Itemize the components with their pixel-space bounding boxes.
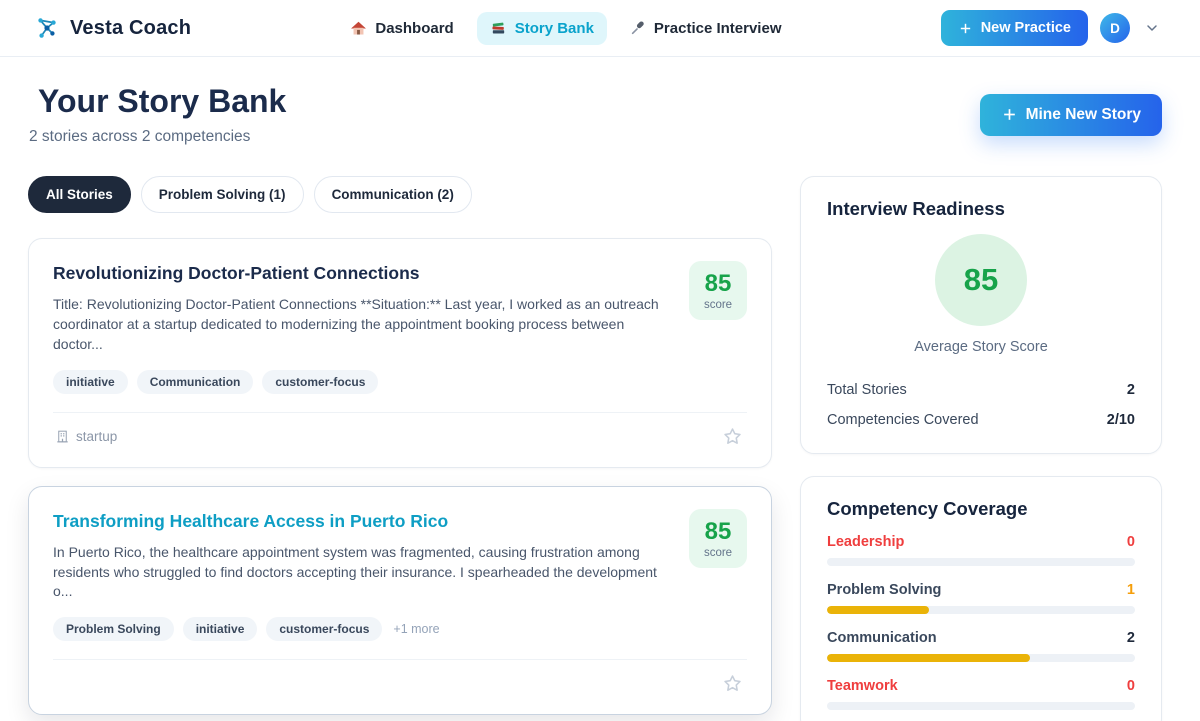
filter-communication[interactable]: Communication (2) xyxy=(313,176,472,213)
score-caption: score xyxy=(703,299,733,311)
story-tags: Problem Solving initiative customer-focu… xyxy=(53,617,671,642)
story-title[interactable]: Transforming Healthcare Access in Puerto… xyxy=(53,510,449,531)
tag: Problem Solving xyxy=(53,617,174,642)
main-nav: Dashboard Story Bank Practice Interview xyxy=(337,11,795,45)
stat-label: Total Stories xyxy=(827,382,907,398)
building-icon xyxy=(55,429,70,444)
main-content: Your Story Bank 2 stories across 2 compe… xyxy=(0,57,1200,721)
books-icon xyxy=(490,20,507,37)
coverage-label: Teamwork xyxy=(827,678,898,694)
brand-name: Vesta Coach xyxy=(70,16,192,39)
coverage-bar xyxy=(827,702,1135,710)
coverage-count: 2 xyxy=(1126,630,1135,646)
filter-problem-solving[interactable]: Problem Solving (1) xyxy=(140,176,304,213)
favorite-star-button[interactable] xyxy=(720,424,745,449)
page-header: Your Story Bank 2 stories across 2 compe… xyxy=(28,83,1162,146)
nav-item-story-bank[interactable]: Story Bank xyxy=(476,11,607,45)
tag: initiative xyxy=(53,369,128,394)
score-caption: score xyxy=(703,546,733,559)
page-subtitle: 2 stories across 2 competencies xyxy=(29,128,251,145)
tag: customer-focus xyxy=(262,369,379,394)
house-icon xyxy=(350,20,367,37)
coverage-bar xyxy=(827,654,1135,662)
stat-row: Total Stories 2 xyxy=(827,375,1135,405)
company-name: startup xyxy=(76,428,118,444)
score-value: 85 xyxy=(704,270,732,297)
new-practice-label: New Practice xyxy=(980,20,1071,36)
coverage-bar xyxy=(827,558,1135,566)
vesta-logo-icon xyxy=(34,15,60,41)
story-title[interactable]: Revolutionizing Doctor-Patient Connectio… xyxy=(53,263,420,283)
microphone-icon xyxy=(630,20,646,36)
coverage-count: 0 xyxy=(1126,678,1135,694)
readiness-title: Interview Readiness xyxy=(827,198,1005,219)
coverage-bar-fill xyxy=(827,606,929,614)
story-excerpt: In Puerto Rico, the healthcare appointme… xyxy=(53,543,657,600)
coverage-label: Problem Solving xyxy=(827,582,942,598)
coverage-row: Communication 2 xyxy=(827,630,1135,662)
tag: Communication xyxy=(136,369,254,394)
stat-value: 2/10 xyxy=(1106,412,1135,428)
nav-item-dashboard[interactable]: Dashboard xyxy=(337,12,466,45)
header-actions: New Practice D xyxy=(940,10,1162,46)
mine-new-story-label: Mine New Story xyxy=(1025,105,1141,123)
coverage-label: Communication xyxy=(827,630,937,646)
competency-coverage-panel: Competency Coverage Leadership 0 Problem… xyxy=(800,476,1162,721)
top-nav-bar: Vesta Coach Dashboard Story Bank xyxy=(0,0,1200,57)
mine-new-story-button[interactable]: Mine New Story xyxy=(979,93,1162,136)
tag: customer-focus xyxy=(266,617,383,642)
coverage-row: Problem Solving 1 xyxy=(827,582,1135,614)
brand[interactable]: Vesta Coach xyxy=(34,15,191,41)
favorite-star-button[interactable] xyxy=(720,671,745,696)
filter-pills: All Stories Problem Solving (1) Communic… xyxy=(28,176,772,213)
average-score-caption: Average Story Score xyxy=(914,339,1048,355)
nav-item-practice-interview[interactable]: Practice Interview xyxy=(617,12,795,45)
more-tags-label: +1 more xyxy=(393,622,440,637)
score-badge: 85 score xyxy=(689,508,747,568)
new-practice-button[interactable]: New Practice xyxy=(940,10,1088,46)
tag: initiative xyxy=(182,617,258,642)
story-company: startup xyxy=(55,429,117,444)
avatar[interactable]: D xyxy=(1099,13,1130,43)
chevron-down-icon xyxy=(1144,20,1160,36)
nav-label: Dashboard xyxy=(375,19,454,37)
average-score-circle: 85 xyxy=(935,234,1027,326)
story-card[interactable]: Revolutionizing Doctor-Patient Connectio… xyxy=(28,238,772,468)
stat-value: 2 xyxy=(1126,382,1135,398)
coverage-bar xyxy=(827,606,1135,614)
score-badge: 85 score xyxy=(689,261,747,320)
page-title: Your Story Bank xyxy=(38,83,287,119)
coverage-bar-fill xyxy=(827,654,1031,662)
coverage-row: Teamwork 0 xyxy=(827,678,1135,710)
coverage-count: 0 xyxy=(1126,534,1135,550)
nav-label: Story Bank xyxy=(514,19,594,37)
stat-label: Competencies Covered xyxy=(827,412,979,428)
score-value: 85 xyxy=(704,517,732,545)
story-card[interactable]: Transforming Healthcare Access in Puerto… xyxy=(28,485,772,716)
story-tags: initiative Communication customer-focus xyxy=(53,369,671,394)
filter-all-stories[interactable]: All Stories xyxy=(28,176,131,213)
coverage-label: Leadership xyxy=(827,534,905,550)
story-excerpt: Title: Revolutionizing Doctor-Patient Co… xyxy=(53,296,659,352)
plus-icon xyxy=(1001,106,1018,123)
coverage-title: Competency Coverage xyxy=(827,498,1028,519)
account-menu-button[interactable] xyxy=(1142,18,1162,38)
interview-readiness-panel: Interview Readiness 85 Average Story Sco… xyxy=(800,176,1162,454)
coverage-count: 1 xyxy=(1126,582,1135,598)
stat-row: Competencies Covered 2/10 xyxy=(827,405,1135,435)
coverage-row: Leadership 0 xyxy=(827,534,1135,566)
star-icon xyxy=(722,426,743,447)
nav-label: Practice Interview xyxy=(653,19,782,37)
star-icon xyxy=(722,673,743,694)
plus-icon xyxy=(958,21,973,36)
